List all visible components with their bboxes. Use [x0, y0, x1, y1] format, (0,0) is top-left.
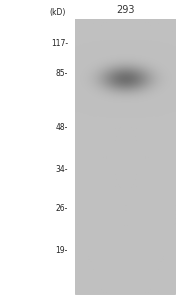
Text: 85-: 85-: [56, 69, 68, 78]
Text: 34-: 34-: [55, 165, 68, 174]
Text: 26-: 26-: [56, 204, 68, 213]
Text: 19-: 19-: [56, 246, 68, 255]
FancyBboxPatch shape: [75, 20, 175, 294]
Text: 117-: 117-: [51, 39, 68, 48]
Text: 293: 293: [116, 5, 135, 15]
Text: 48-: 48-: [56, 123, 68, 132]
Text: (kD): (kD): [50, 8, 66, 16]
